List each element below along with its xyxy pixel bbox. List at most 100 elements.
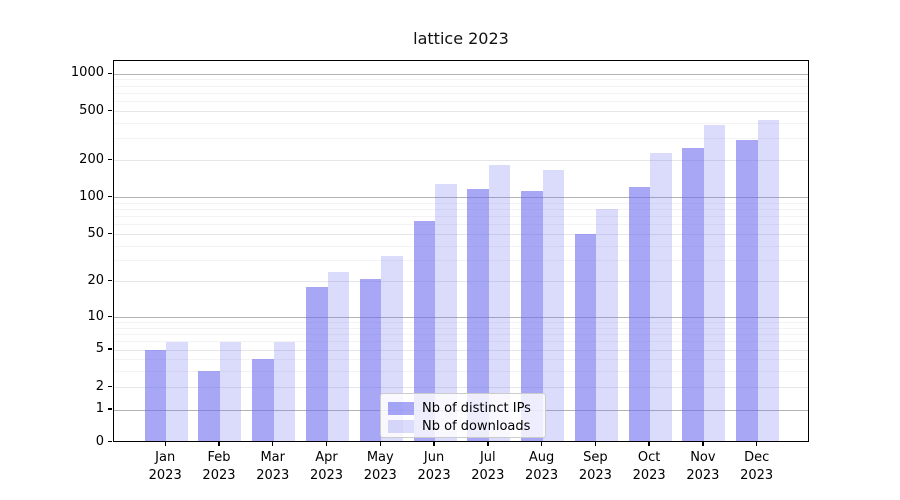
major-gridline [114, 197, 808, 198]
x-tick-mark [702, 441, 704, 446]
bar-distinct-ips [628, 186, 651, 442]
bar-distinct-ips [198, 371, 220, 442]
x-tick-year: 2023 [363, 468, 397, 483]
major-gridline [114, 317, 808, 319]
y-tick-label: 500 [79, 102, 104, 118]
minor-gridline [114, 327, 808, 329]
minor-gridline [114, 322, 808, 324]
x-tick-year: 2023 [202, 468, 236, 483]
y-tick-mark [108, 195, 112, 198]
y-tick-label: 100 [79, 188, 104, 204]
x-tick-mark [272, 441, 274, 446]
bar-distinct-ips [736, 139, 758, 442]
bar-distinct-ips [359, 279, 382, 442]
major-gridline [114, 73, 808, 75]
x-tick-month: Feb [207, 450, 231, 465]
x-tick-year: 2023 [148, 468, 182, 483]
bar-downloads [166, 341, 188, 442]
bar-downloads [596, 209, 618, 442]
minor-gridline [114, 260, 808, 262]
bar-distinct-ips [574, 233, 597, 442]
bar-downloads [327, 272, 349, 442]
minor-gridline [114, 160, 808, 161]
bar-distinct-ips [682, 147, 704, 442]
minor-gridline [114, 202, 808, 204]
x-tick-year: 2023 [740, 468, 774, 483]
y-tick-label: 5 [95, 341, 104, 356]
y-tick-mark [108, 408, 112, 410]
y-tick-label: 1 [95, 401, 104, 416]
y-tick-label: 50 [87, 225, 104, 241]
minor-gridline [114, 387, 808, 389]
y-tick-mark [108, 348, 112, 350]
bar-distinct-ips [306, 287, 328, 442]
x-tick-month: May [366, 450, 394, 465]
bar-downloads [703, 124, 726, 442]
minor-gridline [114, 341, 808, 342]
x-tick-month: Apr [315, 450, 338, 465]
x-tick-year: 2023 [417, 468, 451, 483]
x-tick-mark [755, 441, 758, 446]
minor-gridline [114, 358, 808, 360]
plot-area: Nb of distinct IPs Nb of downloads [113, 60, 809, 442]
y-tick-label: 1000 [70, 65, 104, 81]
x-tick-mark [379, 441, 381, 446]
y-tick-label: 0 [95, 433, 104, 449]
x-tick-label: Jul 2023 [453, 449, 523, 485]
legend-swatch [388, 401, 414, 415]
minor-gridline [114, 333, 808, 335]
x-tick-year: 2023 [525, 468, 559, 483]
minor-gridline [114, 224, 808, 226]
y-tick-mark [108, 72, 112, 74]
minor-gridline [114, 79, 808, 81]
x-tick-label: Mar 2023 [238, 449, 308, 485]
minor-gridline [114, 208, 808, 210]
x-tick-mark [218, 441, 220, 446]
legend-item: Nb of downloads [388, 417, 537, 435]
x-tick-year: 2023 [256, 468, 290, 483]
x-tick-month: Aug [528, 450, 555, 465]
x-tick-month: Dec [744, 450, 770, 465]
x-tick-month: Oct [637, 450, 661, 465]
legend: Nb of distinct IPs Nb of downloads [380, 393, 546, 438]
minor-gridline [114, 101, 808, 103]
legend-label: Nb of downloads [422, 418, 531, 434]
bar-distinct-ips [144, 350, 167, 442]
minor-gridline [114, 92, 808, 94]
y-tick-mark [108, 280, 112, 282]
y-tick-label: 2 [95, 378, 104, 394]
minor-gridline [114, 370, 808, 372]
bar-downloads [542, 170, 565, 442]
legend-label: Nb of distinct IPs [422, 400, 531, 416]
bar-downloads [435, 184, 457, 442]
x-tick-mark [325, 441, 328, 446]
chart-title: lattice 2023 [413, 29, 509, 48]
x-tick-mark [540, 441, 543, 446]
x-tick-month: Sep [583, 450, 608, 465]
y-tick-mark [108, 109, 112, 112]
bar-distinct-ips [467, 189, 489, 442]
x-tick-mark [648, 441, 650, 446]
x-tick-label: Dec 2023 [722, 449, 792, 485]
x-tick-label: Jan 2023 [130, 449, 200, 485]
y-tick-label: 200 [79, 151, 104, 167]
x-tick-year: 2023 [686, 468, 720, 483]
x-tick-mark [433, 441, 435, 446]
y-tick-mark [108, 440, 112, 443]
y-tick-label: 20 [87, 272, 104, 288]
x-tick-year: 2023 [309, 468, 344, 483]
x-tick-month: Mar [260, 450, 285, 465]
bar-downloads [219, 341, 242, 442]
minor-gridline [114, 138, 808, 140]
minor-gridline [114, 216, 808, 218]
legend-swatch [388, 419, 414, 433]
x-tick-mark [487, 441, 489, 446]
bar-downloads [488, 164, 511, 442]
y-tick-mark [108, 158, 112, 161]
minor-gridline [114, 349, 808, 351]
y-tick-mark [108, 386, 112, 388]
legend-item: Nb of distinct IPs [388, 399, 537, 417]
bar-distinct-ips [252, 359, 274, 442]
minor-gridline [114, 111, 808, 112]
